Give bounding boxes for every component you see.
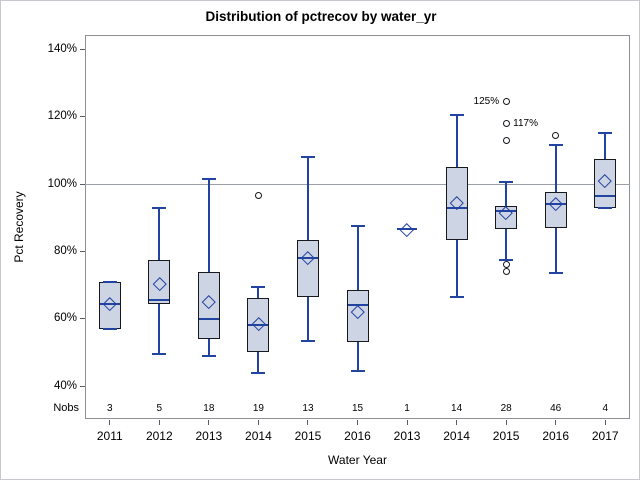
nobs-value-1: 5 <box>156 403 163 414</box>
y-tick-label-100: 100% <box>47 177 77 190</box>
y-tickmark-140 <box>80 48 85 50</box>
year-label-4-2015: 2015 <box>294 429 322 443</box>
upper-whisker-cap-0-2011 <box>102 280 117 283</box>
box-9-2016 <box>544 192 567 228</box>
chart-title: Distribution of pctrecov by water_yr <box>205 9 437 24</box>
upper-whisker-cap-8-2015 <box>499 181 514 184</box>
x-tickmark-10 <box>604 420 606 425</box>
y-tick-label-120: 120% <box>47 110 77 123</box>
x-tickmark-4 <box>307 420 309 425</box>
lower-whisker-cap-10-2017 <box>598 206 613 209</box>
x-tickmark-2 <box>208 420 210 425</box>
nobs-value-8: 28 <box>500 403 512 414</box>
outlier-3-2014-0 <box>254 192 262 200</box>
nobs-value-9: 46 <box>550 403 562 414</box>
year-label-2-2013: 2013 <box>195 429 223 443</box>
nobs-value-7: 14 <box>451 403 463 414</box>
upper-whisker-cap-3-2014 <box>251 285 266 288</box>
x-tickmark-5 <box>357 420 358 425</box>
x-tickmark-8 <box>505 420 507 425</box>
median-6-2013 <box>397 228 418 231</box>
upper-whisker-cap-9-2016 <box>548 144 563 147</box>
x-tickmark-9 <box>555 420 557 425</box>
median-0-2011 <box>99 302 120 305</box>
year-label-5-2016: 2016 <box>344 429 371 443</box>
y-tickmark-80 <box>80 250 85 252</box>
year-label-0-2011: 2011 <box>96 429 123 443</box>
median-9-2016 <box>545 203 566 206</box>
median-8-2015 <box>496 209 517 212</box>
outlier-9-2016-0 <box>552 131 560 139</box>
box-7-2014 <box>445 167 468 240</box>
outlier-8-2015-4 <box>502 268 510 276</box>
lower-whisker-cap-5-2016 <box>350 369 365 372</box>
whisker-2-2013 <box>207 178 210 356</box>
median-10-2017 <box>595 194 616 197</box>
lower-whisker-cap-3-2014 <box>251 371 266 374</box>
outlier-8-2015-3 <box>502 261 510 269</box>
y-tickmark-40 <box>80 385 85 387</box>
year-label-3-2014: 2014 <box>245 429 272 443</box>
lower-whisker-cap-9-2016 <box>548 272 563 275</box>
x-axis-title: Water Year <box>328 453 387 467</box>
x-tickmark-3 <box>257 420 259 425</box>
median-1-2012 <box>149 299 170 302</box>
nobs-value-3: 19 <box>252 403 264 414</box>
outlier-8-2015-0 <box>502 97 510 105</box>
upper-whisker-cap-5-2016 <box>350 225 365 228</box>
median-4-2015 <box>297 257 318 260</box>
upper-whisker-cap-4-2015 <box>300 156 315 159</box>
nobs-value-10: 4 <box>602 403 608 414</box>
box-1-2012 <box>148 259 171 304</box>
year-label-1-2012: 2012 <box>145 429 173 443</box>
x-tickmark-1 <box>158 420 160 425</box>
y-tick-label-60: 60% <box>53 312 77 325</box>
box-5-2016 <box>346 290 369 343</box>
lower-whisker-cap-2-2013 <box>201 354 216 357</box>
nobs-value-5: 15 <box>351 403 364 414</box>
median-7-2014 <box>446 206 467 209</box>
lower-whisker-cap-8-2015 <box>499 258 514 261</box>
year-label-7-2014: 2014 <box>443 429 470 443</box>
nobs-value-6: 1 <box>404 403 410 414</box>
nobs-value-0: 3 <box>106 403 113 414</box>
nobs-value-2: 18 <box>203 403 215 414</box>
reference-line-100pct <box>85 183 630 185</box>
median-3-2014 <box>248 324 269 327</box>
nobs-value-4: 13 <box>302 403 314 414</box>
outlier-label-125%: 125% <box>473 95 500 107</box>
y-tick-label-140: 140% <box>47 42 77 55</box>
box-2-2013 <box>197 271 220 339</box>
nobs-row-header: Nobs <box>53 402 79 414</box>
outlier-8-2015-2 <box>502 136 510 144</box>
x-tickmark-0 <box>109 420 111 425</box>
year-label-6-2013: 2013 <box>393 429 421 443</box>
year-label-8-2015: 2015 <box>492 429 520 443</box>
lower-whisker-cap-1-2012 <box>152 353 167 356</box>
lower-whisker-cap-7-2014 <box>449 295 464 298</box>
x-tickmark-6 <box>406 420 408 425</box>
upper-whisker-cap-7-2014 <box>449 113 464 116</box>
y-tick-label-80: 80% <box>53 244 77 257</box>
year-label-9-2016: 2016 <box>542 429 570 443</box>
outlier-8-2015-1 <box>502 119 510 127</box>
mean-marker-6-2013 <box>400 222 414 237</box>
outlier-label-117%: 117% <box>513 117 538 129</box>
lower-whisker-cap-4-2015 <box>300 339 315 342</box>
upper-whisker-cap-1-2012 <box>152 206 167 209</box>
y-tickmark-60 <box>80 318 85 320</box>
median-2-2013 <box>198 317 219 320</box>
upper-whisker-cap-2-2013 <box>201 177 216 180</box>
y-tickmark-120 <box>80 116 85 118</box>
median-5-2016 <box>347 304 368 307</box>
lower-whisker-cap-0-2011 <box>102 327 117 330</box>
box-4-2015 <box>296 239 319 297</box>
upper-whisker-cap-10-2017 <box>598 132 613 135</box>
year-label-10-2017: 2017 <box>591 429 619 443</box>
y-tick-label-40: 40% <box>53 379 77 392</box>
y-tickmark-100 <box>80 183 85 185</box>
x-tickmark-7 <box>456 420 458 425</box>
